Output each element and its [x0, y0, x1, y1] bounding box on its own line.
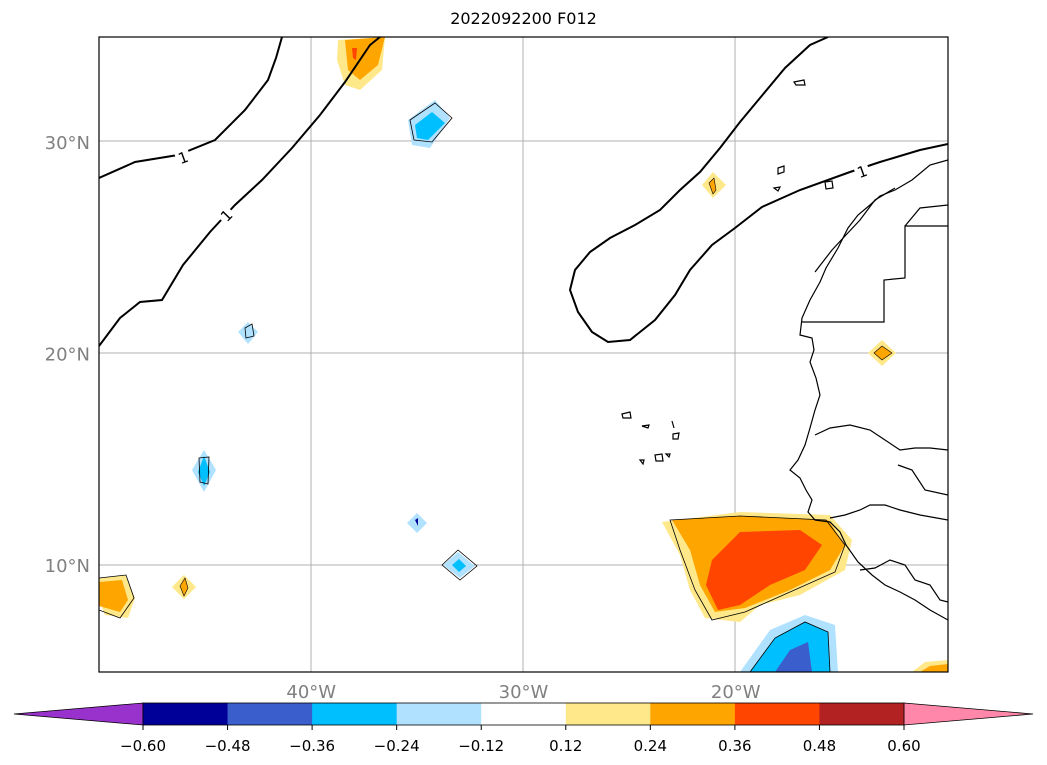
- colorbar-segment: [312, 703, 398, 725]
- colorbar-tick-label: 0.48: [803, 737, 836, 755]
- isolines: [99, 37, 948, 347]
- colorbar-tick-label: 0.36: [718, 737, 751, 755]
- map-title: 2022092200 F012: [450, 9, 597, 28]
- colorbar-tick-label: 0.60: [887, 737, 920, 755]
- colorbar-segment: [396, 703, 482, 725]
- colorbar-segment: [650, 703, 736, 725]
- coastlines: [789, 159, 948, 621]
- lat-tick-label: 30°N: [45, 133, 90, 154]
- colorbar: −0.60 −0.48 −0.36 −0.24 −0.12 0.12 0.24 0.36 0.4…: [13, 702, 1034, 755]
- colorbar-segment: [143, 703, 229, 725]
- colorbar-tick-label: −0.12: [458, 737, 504, 755]
- islands: [621, 79, 834, 466]
- lon-tick-label: 20°W: [711, 682, 761, 703]
- lon-tick-label: 40°W: [286, 682, 336, 703]
- colorbar-tick-label: −0.24: [374, 737, 420, 755]
- lat-tick-label: 10°N: [45, 556, 90, 577]
- lon-tick-labels: 40°W 30°W 20°W: [286, 682, 760, 703]
- colorbar-segment: [734, 703, 820, 725]
- colorbar-segment: [819, 703, 905, 725]
- colorbar-tick-label: −0.36: [289, 737, 335, 755]
- colorbar-tick-label: −0.60: [120, 737, 166, 755]
- colorbar-tick-label: 0.24: [634, 737, 667, 755]
- colorbar-segment: [481, 703, 567, 725]
- colorbar-frame: [142, 702, 905, 726]
- map-area: 1 1 1: [99, 37, 948, 672]
- negative-anomaly-north: [408, 100, 453, 148]
- colorbar-segment: [227, 703, 313, 725]
- map-frame: [98, 36, 949, 673]
- small-anomalies: [99, 172, 948, 672]
- colorbar-under-arrow: [13, 702, 144, 726]
- lon-tick-label: 30°W: [499, 682, 549, 703]
- colorbar-over-arrow: [903, 702, 1034, 726]
- colorbar-segment: [565, 703, 651, 725]
- colorbar-tick-label: −0.48: [205, 737, 251, 755]
- isoline-labels: 1 1 1: [174, 148, 871, 225]
- positive-anomaly-africa: [662, 512, 852, 622]
- lat-tick-label: 20°N: [45, 345, 90, 366]
- colorbar-tick-label: 0.12: [549, 737, 582, 755]
- lat-tick-labels: 30°N 20°N 10°N: [45, 133, 90, 577]
- negative-anomaly-south: [740, 615, 838, 672]
